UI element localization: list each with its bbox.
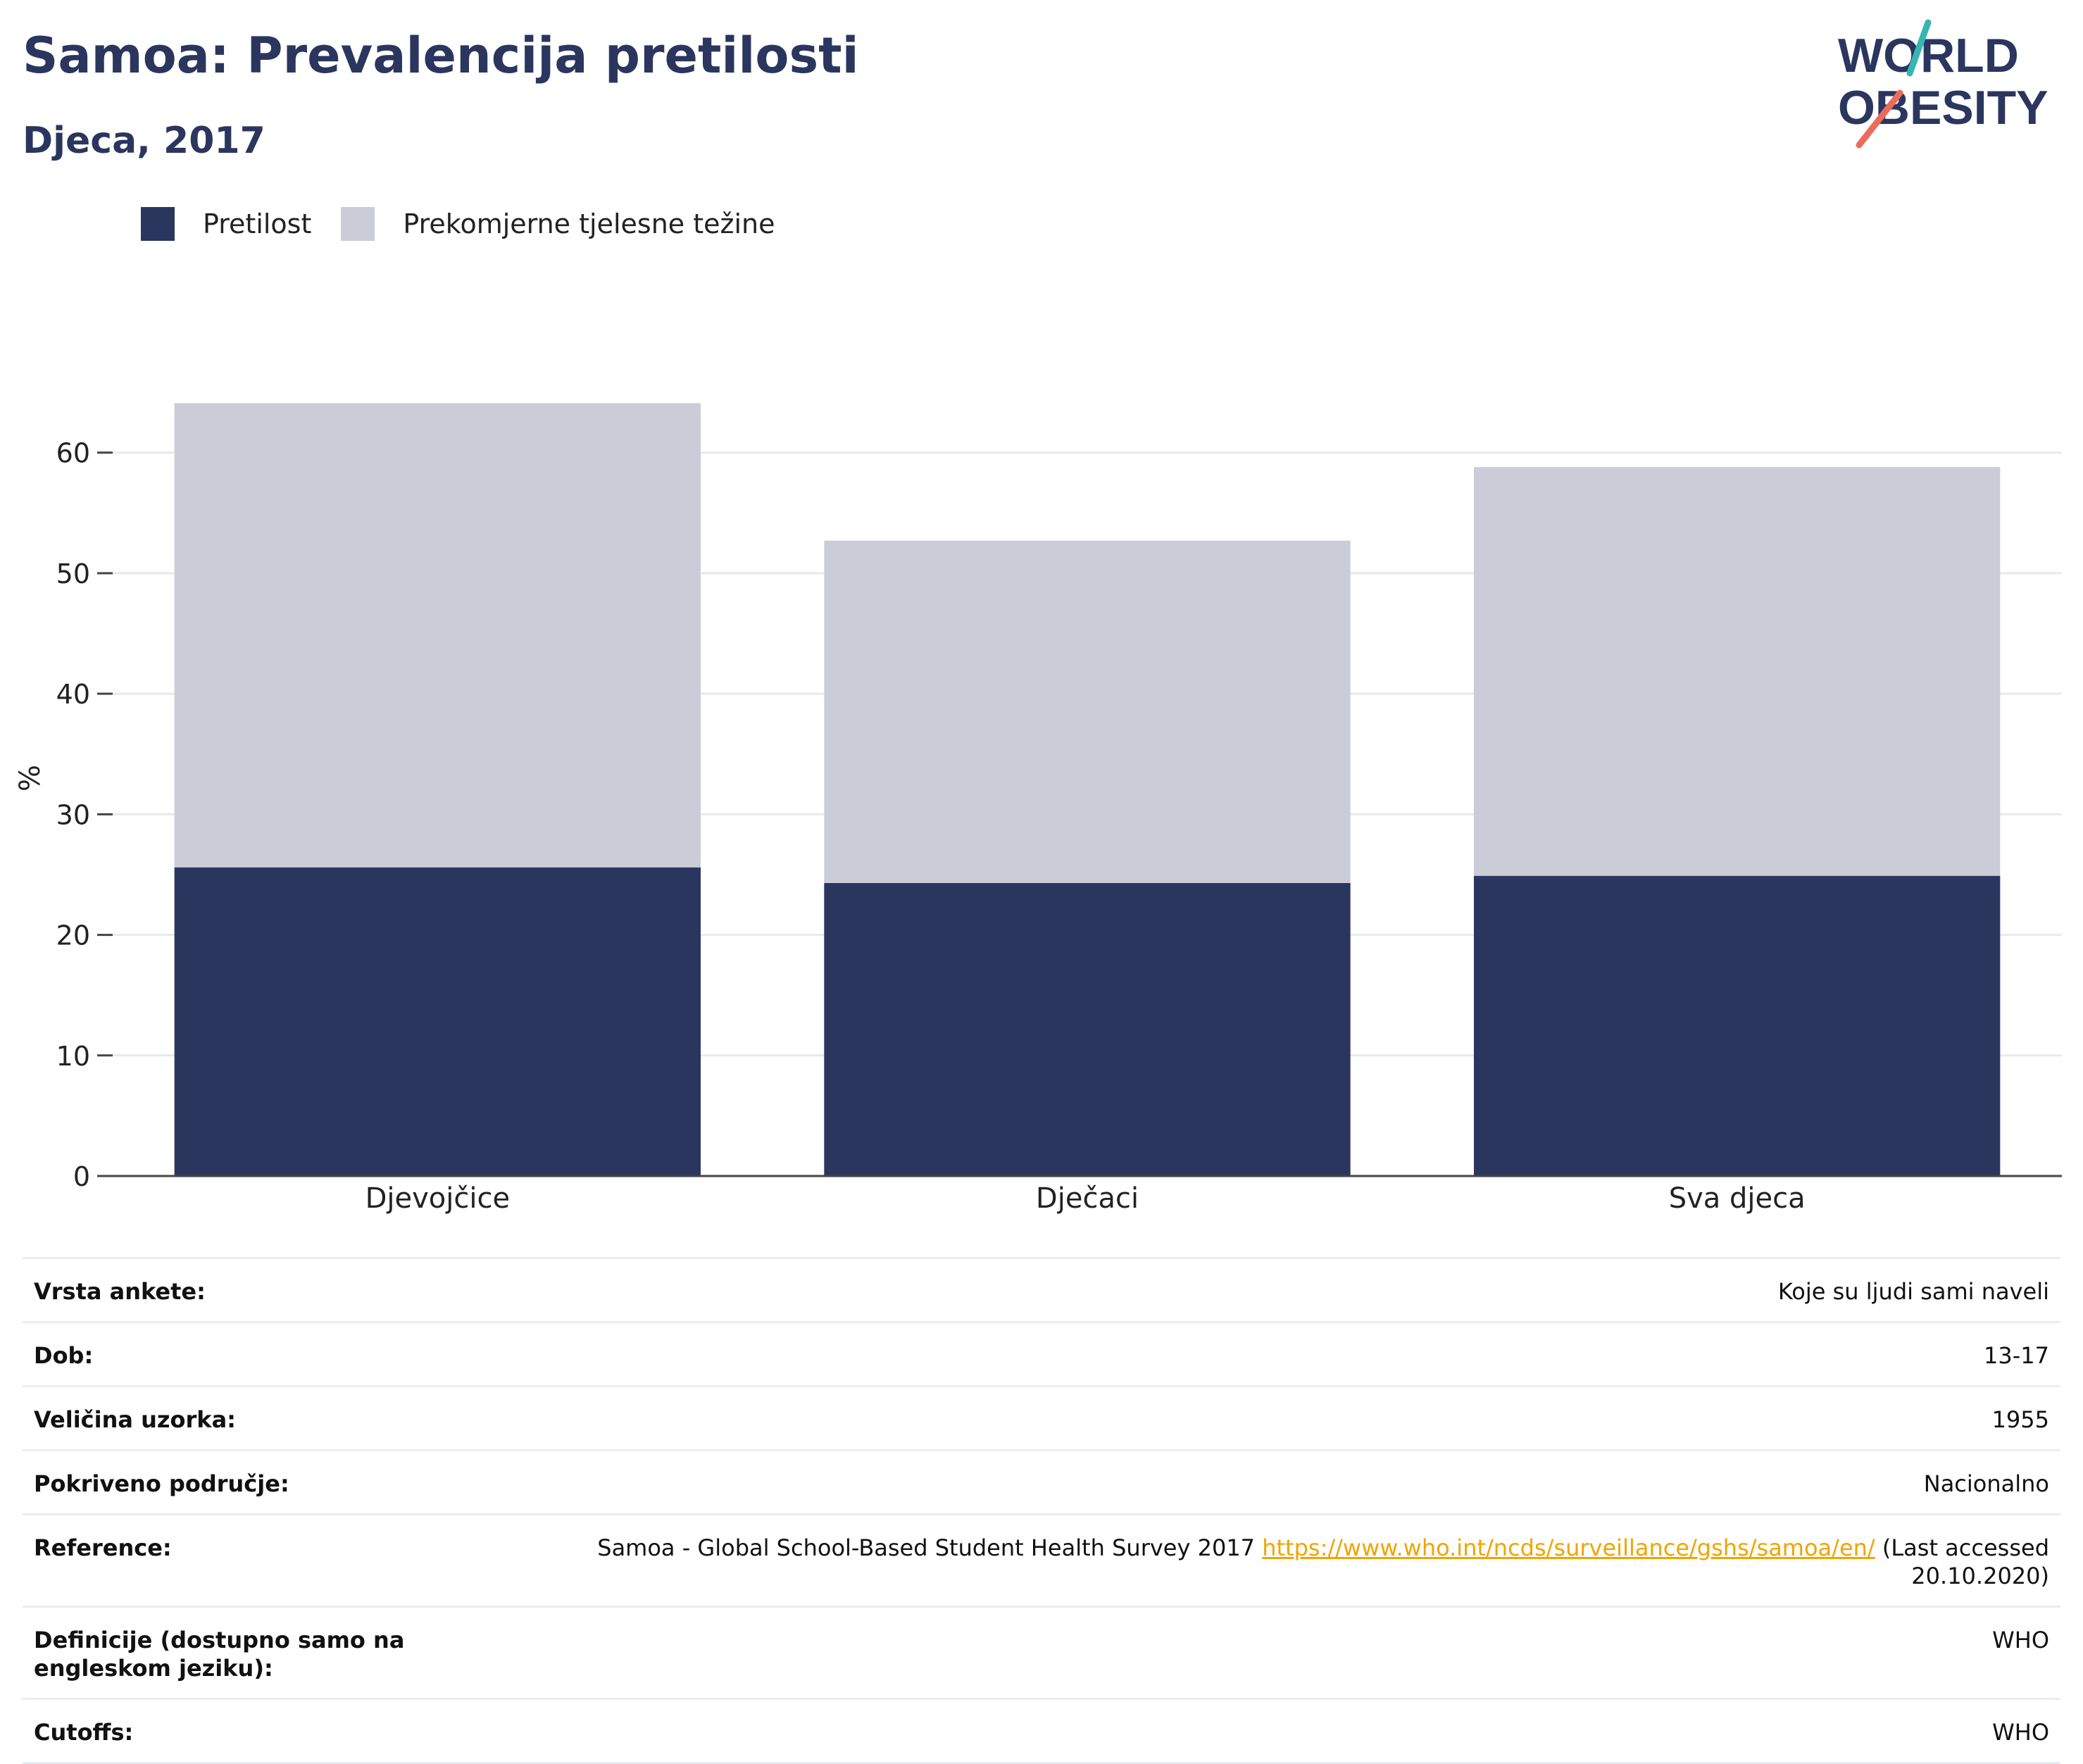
legend-label-overweight: Prekomjerne tjelesne težine (403, 208, 775, 239)
x-tick-label: Djevojčice (365, 1182, 511, 1215)
chart-subtitle: Djeca, 2017 (23, 120, 265, 162)
legend-label-obesity: Pretilost (203, 208, 312, 239)
info-value: Nacionalno (538, 1449, 2060, 1515)
reference-text: Samoa - Global School-Based Student Heal… (597, 1534, 1256, 1561)
chart-title: Samoa: Prevalencija pretilosti (23, 27, 859, 85)
info-value: WHO (538, 1606, 2060, 1699)
info-label: Reference: (23, 1513, 538, 1607)
legend-item-obesity[interactable]: Pretilost (141, 207, 311, 241)
info-label: Definicije (dostupno samo na engleskom j… (23, 1606, 538, 1699)
bar-obesity (1473, 875, 2001, 1176)
info-label: Vrsta ankete: (23, 1257, 538, 1322)
y-tick-label: 30 (56, 799, 90, 830)
logo-slash-teal (1906, 19, 1932, 77)
info-row-age: Dob: 13-17 (23, 1321, 2060, 1387)
bar-overweight (1473, 467, 2001, 876)
info-row-cutoffs: Cutoffs: WHO (23, 1698, 2060, 1764)
info-row-coverage: Pokriveno područje: Nacionalno (23, 1449, 2060, 1515)
info-label: Veličina uzorka: (23, 1385, 538, 1451)
x-tick-label: Sva djeca (1669, 1182, 1806, 1215)
logo-slash-coral (1856, 89, 1903, 149)
info-label: Dob: (23, 1321, 538, 1387)
y-tick-label: 40 (56, 679, 90, 710)
y-tick-label: 0 (73, 1161, 90, 1192)
info-value: WHO (538, 1698, 2060, 1764)
bar-obesity (174, 867, 701, 1176)
bar-obesity (824, 882, 1351, 1176)
survey-info-table: Vrsta ankete: Koje su ljudi sami naveli … (23, 1257, 2060, 1764)
chart-legend: Pretilost Prekomjerne tjelesne težine (141, 207, 805, 241)
info-value: Samoa - Global School-Based Student Heal… (538, 1513, 2060, 1607)
info-row-survey-type: Vrsta ankete: Koje su ljudi sami naveli (23, 1257, 2060, 1322)
logo-line1: WORLD (1838, 29, 2019, 82)
info-value: 1955 (538, 1385, 2060, 1451)
y-tick-label: 60 (56, 438, 90, 469)
logo-line2: OBESITY (1838, 81, 2048, 135)
reference-link[interactable]: https://www.who.int/ncds/surveillance/gs… (1262, 1534, 1875, 1561)
legend-item-overweight[interactable]: Prekomjerne tjelesne težine (341, 207, 775, 241)
legend-swatch-overweight (341, 207, 375, 241)
info-row-definitions: Definicije (dostupno samo na engleskom j… (23, 1606, 2060, 1699)
y-tick-label: 20 (56, 920, 90, 951)
info-value: Koje su ljudi sami naveli (538, 1257, 2060, 1322)
bar-overweight (174, 403, 701, 868)
y-tick-label: 10 (56, 1041, 90, 1072)
reference-suffix: (Last accessed 20.10.2020) (1882, 1534, 2049, 1589)
x-tick-label: Dječaci (1036, 1182, 1139, 1215)
info-value: 13-17 (538, 1321, 2060, 1387)
bar-overweight (824, 540, 1351, 883)
info-label: Cutoffs: (23, 1698, 538, 1764)
info-row-reference: Reference: Samoa - Global School-Based S… (23, 1513, 2060, 1607)
info-label: Pokriveno područje: (23, 1449, 538, 1515)
stacked-bar-chart: 0 10 20 30 40 50 60% Djevojčice Dječaci Sva djeca (14, 403, 2062, 1215)
info-row-sample-size: Veličina uzorka: 1955 (23, 1385, 2060, 1451)
y-tick-label: 50 (56, 558, 90, 589)
y-axis-label: % (14, 765, 46, 792)
world-obesity-logo: WORLD OBESITY (1838, 19, 2048, 149)
legend-swatch-obesity (141, 207, 175, 241)
